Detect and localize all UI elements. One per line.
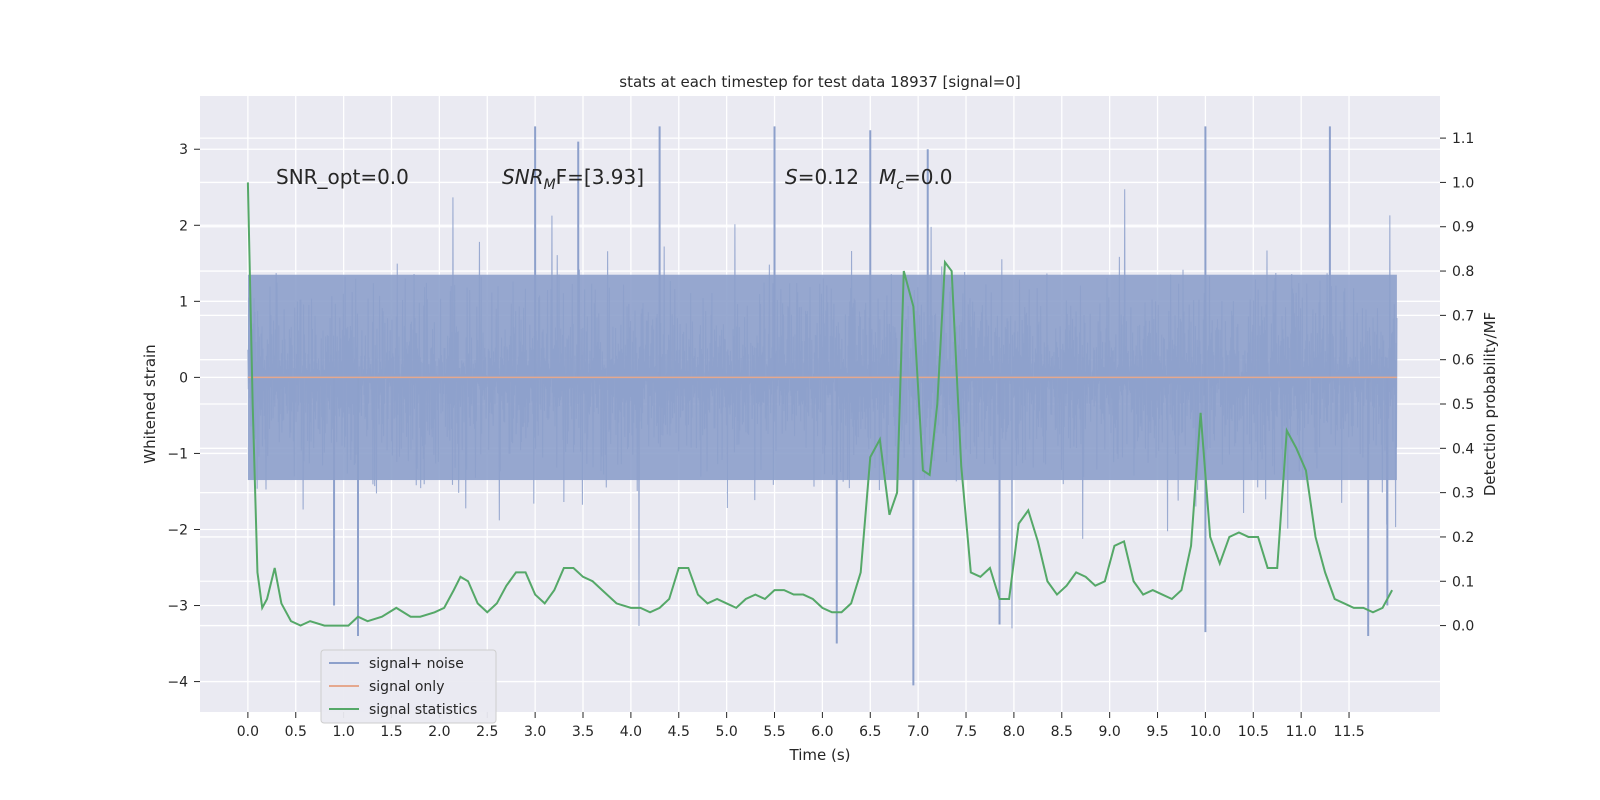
y-axis-right-ticks: 1.1 1.0 0.9 0.8 0.7 0.6 0.5 0.4 0.3 0.2 0.1 0.0 [1440, 131, 1474, 635]
annotation-snr-mf-sub: M [544, 177, 556, 193]
y-right-tick-label-1: 1.0 [1452, 175, 1474, 191]
y-right-tick-label-8: 0.3 [1452, 486, 1474, 502]
y-left-tick-label-5: −2 [167, 522, 188, 538]
y-right-tick-label-10: 0.1 [1452, 574, 1474, 590]
annotation-s: S=0.12 [785, 165, 859, 189]
y-axis-right-label: Detection probability/MF [1481, 312, 1499, 496]
x-tick-label-5: 2.5 [476, 724, 498, 740]
x-tick-label-3: 1.5 [380, 724, 402, 740]
x-axis-label: Time (s) [789, 746, 851, 764]
x-tick-label-8: 4.0 [620, 724, 642, 740]
x-tick-label-18: 9.0 [1099, 724, 1121, 740]
x-tick-label-6: 3.0 [524, 724, 546, 740]
y-left-tick-label-6: −3 [167, 599, 188, 615]
x-tick-label-13: 6.5 [859, 724, 881, 740]
y-right-tick-label-9: 0.2 [1452, 530, 1474, 546]
y-right-tick-label-4: 0.7 [1452, 308, 1474, 324]
chart-title: stats at each timestep for test data 189… [619, 73, 1020, 91]
annotation-snr-mf-main: SNR [502, 165, 544, 189]
annotation-snr-mf: SNRMF=[3.93] [502, 165, 644, 193]
series-signal-statistics [246, 182, 1393, 627]
annotation-snr-mf-rest: F=[3.93] [556, 165, 644, 189]
y-right-tick-label-3: 0.8 [1452, 264, 1474, 280]
y-left-tick-label-0: 3 [179, 142, 188, 158]
x-tick-label-0: 0.0 [237, 724, 259, 740]
y-axis-left-label: Whitened strain [141, 344, 159, 463]
x-tick-label-20: 10.0 [1190, 724, 1221, 740]
x-tick-label-15: 7.5 [955, 724, 977, 740]
x-tick-label-4: 2.0 [428, 724, 450, 740]
signal-statistics-line [246, 182, 1393, 627]
x-tick-label-11: 5.5 [763, 724, 785, 740]
y-right-tick-label-6: 0.5 [1452, 397, 1474, 413]
legend-label-signal: signal only [369, 679, 444, 695]
y-right-tick-label-2: 0.9 [1452, 220, 1474, 236]
y-left-tick-label-4: −1 [167, 446, 188, 462]
x-tick-label-17: 8.5 [1051, 724, 1073, 740]
y-right-tick-label-0: 1.1 [1452, 131, 1474, 147]
annotation-snr-opt: SNR_opt=0.0 [276, 165, 409, 189]
x-tick-label-14: 7.0 [907, 724, 929, 740]
x-tick-label-1: 0.5 [285, 724, 307, 740]
annotation-s-main: S [785, 165, 798, 189]
legend-label-stats: signal statistics [369, 702, 477, 718]
y-axis-left-ticks: 3 2 1 0 −1 −2 −3 −4 [167, 142, 200, 691]
y-right-tick-label-11: 0.0 [1452, 619, 1474, 635]
y-left-tick-label-1: 2 [179, 218, 188, 234]
y-right-tick-label-5: 0.6 [1452, 353, 1474, 369]
y-right-tick-label-7: 0.4 [1452, 441, 1474, 457]
x-tick-label-2: 1.0 [332, 724, 354, 740]
annotation-mc: Mc=0.0 [879, 165, 953, 193]
x-axis-ticks: 0.0 0.5 1.0 1.5 2.0 2.5 3.0 3.5 4.0 4.5 5.0 5.5 6.0 6… [237, 712, 1365, 740]
legend: signal+ noise signal only signal statist… [320, 649, 497, 724]
y-left-tick-label-3: 0 [179, 370, 188, 386]
annotation-mc-sub: c [896, 177, 904, 193]
annotation-mc-rest: =0.0 [904, 165, 953, 189]
x-tick-label-12: 6.0 [811, 724, 833, 740]
legend-box [320, 649, 497, 724]
x-tick-label-10: 5.0 [716, 724, 738, 740]
x-tick-label-16: 8.0 [1003, 724, 1025, 740]
y-left-tick-label-2: 1 [179, 294, 188, 310]
annotation-s-rest: =0.12 [798, 165, 859, 189]
y-left-tick-label-7: −4 [167, 675, 188, 691]
x-tick-label-22: 11.0 [1286, 724, 1317, 740]
x-tick-label-19: 9.5 [1146, 724, 1168, 740]
x-tick-label-23: 11.5 [1333, 724, 1364, 740]
x-tick-label-21: 10.5 [1238, 724, 1269, 740]
legend-label-noise: signal+ noise [369, 656, 464, 672]
x-tick-label-7: 3.5 [572, 724, 594, 740]
annotation-mc-main: M [879, 165, 896, 189]
x-tick-label-9: 4.5 [668, 724, 690, 740]
